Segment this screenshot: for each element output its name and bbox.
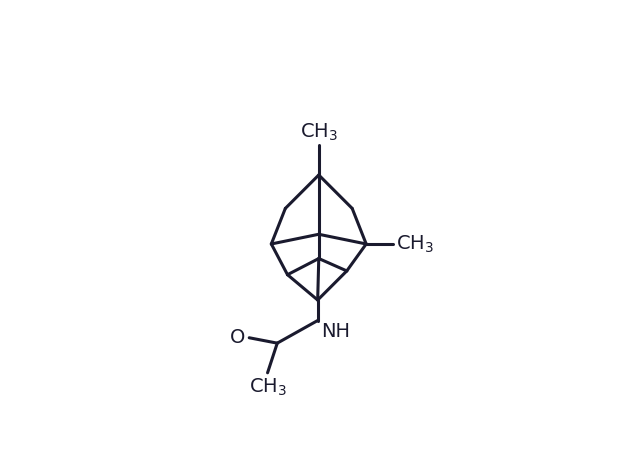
Text: O: O — [230, 328, 245, 347]
Text: CH$_3$: CH$_3$ — [300, 122, 338, 143]
Text: CH$_3$: CH$_3$ — [396, 233, 435, 255]
Text: CH$_3$: CH$_3$ — [248, 376, 287, 398]
Text: NH: NH — [321, 322, 350, 341]
